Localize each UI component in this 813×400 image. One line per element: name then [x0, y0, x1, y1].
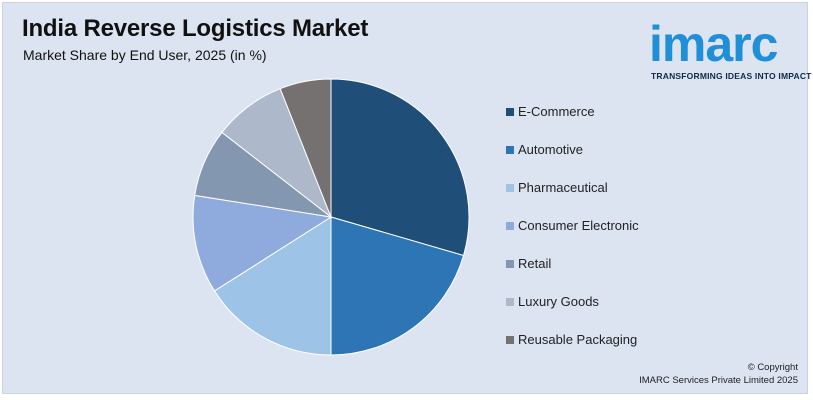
copyright-line-1: © Copyright [747, 362, 798, 373]
chart-panel: India Reverse Logistics Market Market Sh… [2, 2, 812, 394]
chart-subtitle: Market Share by End User, 2025 (in %) [23, 47, 267, 63]
legend-swatch [506, 184, 514, 192]
pie-slice-e-commerce [330, 78, 470, 257]
pie-slice-pharmaceutical [213, 216, 332, 356]
legend-label: Reusable Packaging [518, 332, 638, 347]
pie-slice-consumer-electronic [192, 194, 333, 292]
legend-swatch [506, 108, 514, 116]
legend-label: Pharmaceutical [518, 180, 608, 195]
legend-label: Luxury Goods [518, 294, 599, 309]
logo-tagline: TRANSFORMING IDEAS INTO IMPACT [651, 71, 812, 81]
imarc-logo: imarc TRANSFORMING IDEAS INTO IMPACT [649, 13, 812, 85]
legend-label: E-Commerce [518, 104, 595, 119]
copyright-line-2: IMARC Services Private Limited 2025 [639, 375, 798, 386]
legend-swatch [506, 146, 514, 154]
legend-swatch [506, 298, 514, 306]
legend-label: Consumer Electronic [518, 218, 639, 233]
pie-chart [192, 78, 470, 356]
legend-swatch [506, 222, 514, 230]
legend-label: Automotive [518, 142, 584, 157]
legend-swatch [506, 260, 514, 268]
pie-slice-automotive [330, 216, 465, 356]
pie-slice-reusable-packaging [279, 78, 332, 218]
chart-title: India Reverse Logistics Market [22, 15, 369, 42]
legend-label: Retail [518, 256, 552, 271]
copyright-notice: © Copyright IMARC Services Private Limit… [603, 361, 798, 387]
logo-wordmark: imarc [649, 16, 778, 72]
legend-swatch [506, 336, 514, 344]
